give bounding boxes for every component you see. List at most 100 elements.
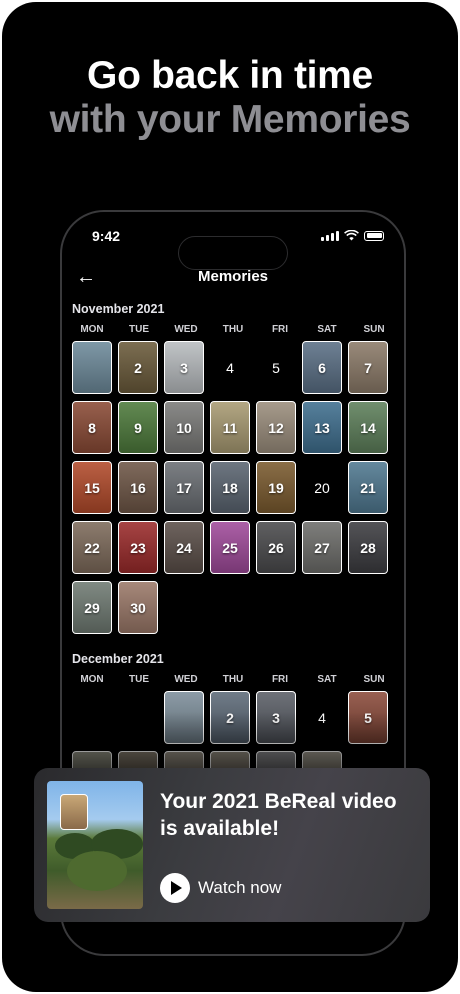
day-number: 17	[176, 479, 192, 496]
scroll-fade	[62, 712, 404, 772]
calendar-day-photo[interactable]: 6	[302, 341, 342, 394]
weekday-label: TUE	[129, 324, 149, 335]
nav-bar: ← Memories	[62, 264, 404, 290]
watch-now-button[interactable]: Watch now	[160, 873, 281, 903]
calendar-day: 5	[256, 341, 296, 394]
calendar-day-photo[interactable]: 13	[302, 401, 342, 454]
selfie-inset	[60, 794, 88, 830]
page-title: Memories	[197, 268, 269, 285]
play-icon	[160, 873, 190, 903]
calendar-day-photo[interactable]: 27	[302, 521, 342, 574]
day-number: 9	[134, 419, 142, 436]
calendar-day-photo[interactable]: 18	[210, 461, 250, 514]
calendar-day-photo[interactable]: 8	[72, 401, 112, 454]
day-number: 19	[268, 479, 284, 496]
day-number: 14	[360, 419, 376, 436]
weekday-label: SAT	[317, 674, 337, 685]
weekday-label: WED	[174, 324, 198, 335]
day-number: 24	[176, 539, 192, 556]
calendar-day-photo[interactable]: 21	[348, 461, 388, 514]
day-number: 11	[222, 419, 238, 436]
calendar-day-photo[interactable]: 29	[72, 581, 112, 634]
weekday-label: WED	[174, 674, 198, 685]
weekday-label: SUN	[363, 324, 385, 335]
day-number: 12	[268, 419, 284, 436]
day-number: 15	[84, 479, 100, 496]
weekday-header: MON TUE WED THU FRI SAT SUN	[72, 674, 394, 685]
calendar-day-photo[interactable]: 9	[118, 401, 158, 454]
calendar-day-photo[interactable]: 25	[210, 521, 250, 574]
day-number: 26	[268, 539, 284, 556]
weekday-label: SUN	[363, 674, 385, 685]
day-number: 25	[222, 539, 238, 556]
month-label: November 2021	[72, 302, 165, 316]
arrow-left-icon[interactable]: ←	[76, 266, 96, 288]
day-number: 7	[364, 359, 372, 376]
headline: Go back in time with your Memories	[2, 54, 458, 142]
day-number: 22	[84, 539, 100, 556]
calendar-day-photo[interactable]: 14	[348, 401, 388, 454]
headline-line-1: Go back in time	[87, 54, 373, 97]
phone-frame: 9:42 ← Memories November 2021 MON TUE WE…	[60, 210, 406, 956]
day-number: 27	[314, 539, 330, 556]
calendar-day-photo[interactable]	[72, 341, 112, 394]
calendar-day-photo[interactable]: 17	[164, 461, 204, 514]
day-number: 4	[226, 359, 234, 376]
day-number: 5	[272, 359, 280, 376]
day-number: 28	[360, 539, 376, 556]
day-number: 20	[314, 479, 330, 496]
calendar-day-photo[interactable]: 15	[72, 461, 112, 514]
calendar-day-photo[interactable]: 23	[118, 521, 158, 574]
day-number: 30	[130, 599, 146, 616]
calendar-day-photo[interactable]: 30	[118, 581, 158, 634]
video-available-card[interactable]: Your 2021 BeReal video is available! Wat…	[34, 768, 430, 922]
calendar-day-photo[interactable]: 19	[256, 461, 296, 514]
day-number: 3	[180, 359, 188, 376]
wifi-icon	[344, 230, 359, 241]
calendar-day: 4	[210, 341, 250, 394]
day-number: 29	[84, 599, 100, 616]
calendar-day-photo[interactable]: 22	[72, 521, 112, 574]
day-number: 16	[130, 479, 146, 496]
month-label: December 2021	[72, 652, 164, 666]
weekday-label: THU	[222, 324, 244, 335]
day-number: 21	[360, 479, 376, 496]
calendar-day: 20	[302, 461, 342, 514]
weekday-header: MON TUE WED THU FRI SAT SUN	[72, 324, 394, 335]
status-time: 9:42	[92, 228, 121, 244]
calendar-day-photo[interactable]: 28	[348, 521, 388, 574]
cellular-signal-icon	[321, 230, 339, 241]
weekday-label: MON	[80, 674, 104, 685]
weekday-label: FRI	[271, 674, 289, 685]
day-number: 2	[134, 359, 142, 376]
weekday-label: THU	[222, 674, 244, 685]
calendar-day-photo[interactable]: 3	[164, 341, 204, 394]
dynamic-island	[178, 236, 288, 270]
calendar-grid: 2 3 4 5 6 7 8 9 10 11 12 13 14 15 16 17 18 19 20 21 22 23 24 25…	[72, 341, 394, 634]
calendar-day-photo[interactable]: 2	[118, 341, 158, 394]
calendar-day-photo[interactable]: 11	[210, 401, 250, 454]
status-bar: 9:42	[62, 226, 404, 270]
calendar-day-photo[interactable]: 12	[256, 401, 296, 454]
battery-icon	[364, 230, 384, 241]
weekday-label: MON	[80, 324, 104, 335]
weekday-label: SAT	[317, 324, 337, 335]
day-number: 10	[176, 419, 192, 436]
calendar-day-photo[interactable]: 16	[118, 461, 158, 514]
weekday-label: FRI	[271, 324, 289, 335]
day-number: 13	[314, 419, 330, 436]
card-title: Your 2021 BeReal video is available!	[160, 790, 397, 840]
month-november-2021: November 2021 MON TUE WED THU FRI SAT SU…	[72, 302, 394, 634]
watch-now-label: Watch now	[198, 878, 282, 897]
calendar-day-photo[interactable]: 10	[164, 401, 204, 454]
day-number: 8	[88, 419, 96, 436]
video-thumbnail[interactable]	[47, 781, 143, 909]
calendar-day-photo[interactable]: 7	[348, 341, 388, 394]
calendar-day-photo[interactable]: 26	[256, 521, 296, 574]
day-number: 6	[318, 359, 326, 376]
weekday-label: TUE	[129, 674, 149, 685]
day-number: 18	[222, 479, 238, 496]
headline-line-2: with your Memories	[49, 98, 411, 141]
calendar-day-photo[interactable]: 24	[164, 521, 204, 574]
